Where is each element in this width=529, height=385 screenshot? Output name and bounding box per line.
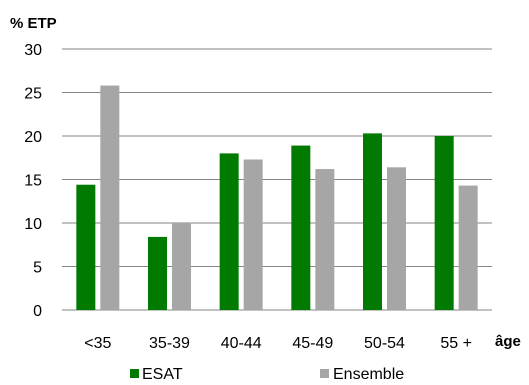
y-tick-label: 15	[24, 173, 42, 190]
x-tick-label: 45-49	[292, 335, 333, 352]
bar-ensemble-1	[172, 223, 191, 310]
bar-esat-0	[76, 184, 96, 310]
y-tick-label: 0	[33, 303, 42, 320]
y-tick-label: 5	[33, 260, 42, 277]
legend-label-esat: ESAT	[142, 366, 183, 383]
x-axis-ticks: <35 35-39 40-44 45-49 50-54 55 +	[84, 335, 472, 352]
legend-swatch-esat	[130, 369, 139, 378]
y-tick-label: 20	[24, 129, 42, 146]
x-tick-label: 40-44	[221, 335, 262, 352]
bar-ensemble-2	[243, 159, 263, 310]
y-tick-label: 30	[24, 42, 42, 59]
bar-esat-5	[434, 136, 454, 310]
bar-ensemble-4	[387, 167, 406, 310]
x-tick-label: 35-39	[149, 335, 190, 352]
x-tick-label: 50-54	[364, 335, 405, 352]
legend-label-ensemble: Ensemble	[333, 366, 404, 383]
bar-esat-2	[219, 153, 239, 310]
bar-esat-1	[148, 236, 167, 310]
bar-ensemble-0	[100, 85, 120, 310]
x-tick-label: <35	[84, 335, 111, 352]
bar-ensemble-3	[315, 169, 335, 310]
y-axis-label: % ETP	[10, 15, 57, 32]
gridlines	[62, 48, 492, 267]
x-axis-label: âge	[495, 333, 521, 350]
y-tick-label: 25	[24, 86, 42, 103]
bar-ensemble-5	[458, 185, 478, 310]
legend-swatch-ensemble	[320, 369, 329, 378]
legend: ESAT Ensemble	[130, 366, 404, 383]
y-axis-ticks: 0 5 10 15 20 25 30	[24, 42, 42, 320]
x-tick-label: 55 +	[440, 335, 472, 352]
bar-esat-3	[291, 145, 311, 310]
y-tick-label: 10	[24, 216, 42, 233]
bars	[76, 85, 478, 310]
bar-esat-4	[363, 133, 382, 310]
